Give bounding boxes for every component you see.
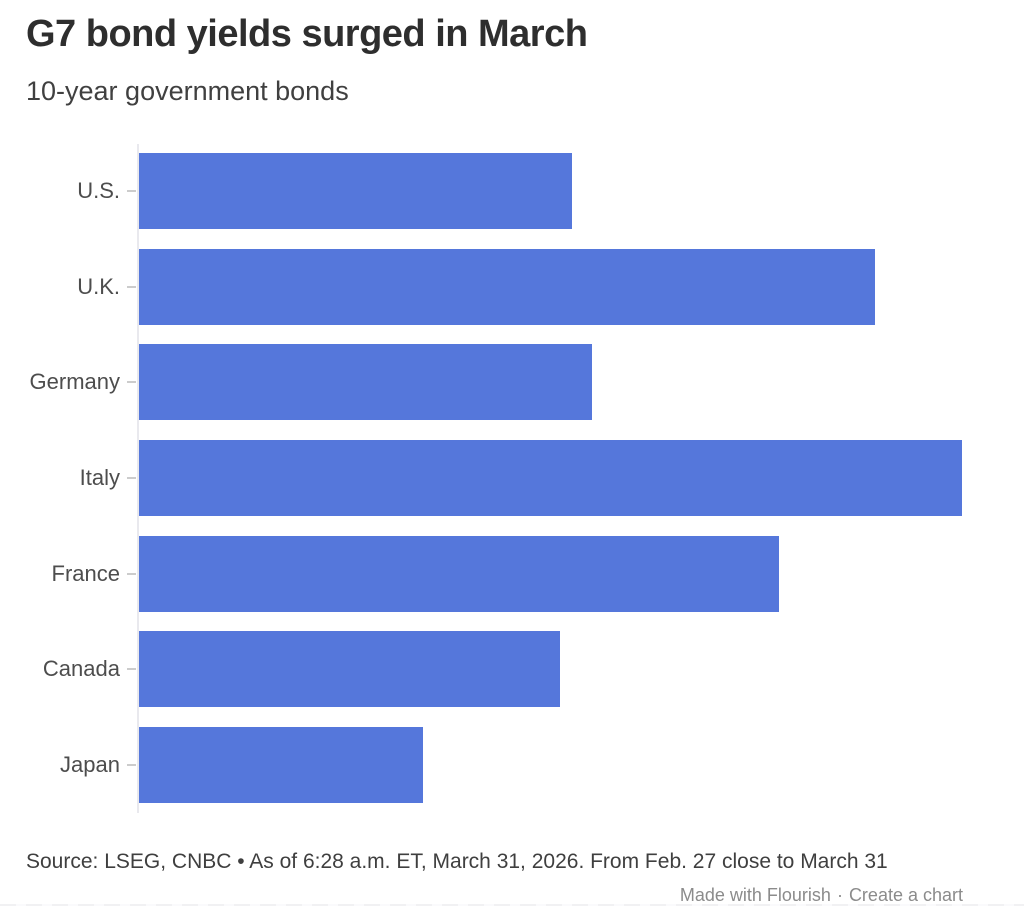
- axis-tick-germany: [127, 381, 136, 383]
- axis-tick-japan: [127, 764, 136, 766]
- category-label-france: France: [51, 561, 120, 586]
- category-label-germany: Germany: [29, 369, 120, 394]
- page-subtitle: 10-year government bonds: [26, 76, 349, 106]
- axis-tick-canada: [127, 668, 136, 670]
- made-with-flourish-link[interactable]: Made with Flourish: [679, 885, 831, 905]
- bar-us: [139, 153, 572, 229]
- bar-canada: [139, 631, 560, 707]
- bar-france: [139, 536, 779, 612]
- axis-tick-france: [127, 573, 136, 575]
- axis-tick-us: [127, 190, 136, 192]
- axis-tick-italy: [127, 477, 136, 479]
- category-label-uk: U.K.: [77, 274, 120, 299]
- category-label-italy: Italy: [79, 465, 120, 490]
- axis-tick-uk: [127, 286, 136, 288]
- bottom-dashed-line: [0, 904, 1024, 906]
- flourish-footer: Made with Flourish · Create a chart: [680, 883, 963, 907]
- create-a-chart-link[interactable]: Create a chart: [848, 885, 963, 905]
- bar-uk: [139, 249, 875, 325]
- category-label-canada: Canada: [42, 656, 120, 681]
- bar-japan: [139, 727, 423, 803]
- page-title: G7 bond yields surged in March: [26, 13, 588, 55]
- footer-separator: ·: [836, 885, 843, 905]
- category-label-japan: Japan: [60, 752, 120, 777]
- bar-germany: [139, 344, 592, 420]
- bar-italy: [139, 440, 962, 516]
- source-note: Source: LSEG, CNBC • As of 6:28 a.m. ET,…: [26, 850, 888, 873]
- category-label-us: U.S.: [77, 178, 120, 203]
- y-axis-line: [137, 144, 139, 813]
